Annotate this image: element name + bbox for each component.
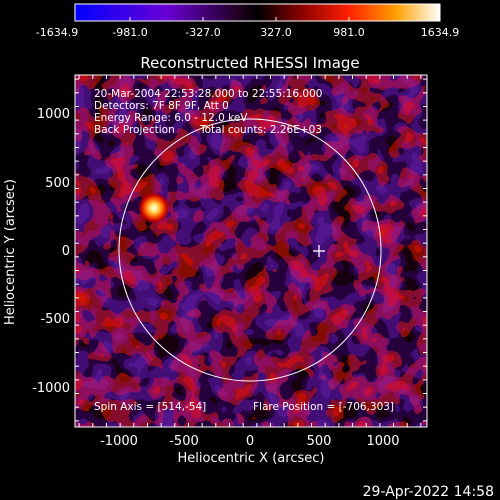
colorbar-tick-label: 981.0: [333, 26, 365, 39]
y-tick-label: 0: [62, 244, 70, 259]
colorbar-tick-label: 327.0: [260, 26, 292, 39]
spin-axis-label: Spin Axis = [514,-54]: [94, 401, 206, 413]
info-block: 20-Mar-2004 22:53:28.000 to 22:55:16.000…: [94, 88, 322, 136]
x-tick-label: -500: [169, 434, 199, 449]
x-tick-label: 0: [246, 434, 254, 449]
info-energy-range: Energy Range: 6.0 - 12.0 keV: [94, 112, 248, 124]
info-detectors: Detectors: 7F 8F 9F, Att 0: [94, 100, 229, 112]
plot-frame: [74, 74, 428, 428]
info-method: Back Projection: [94, 124, 175, 136]
x-tick-label: 500: [307, 434, 332, 449]
image-mottle-pattern: [75, 75, 427, 427]
colorbar-tick-label: -981.0: [112, 26, 147, 39]
spin-axis-cross: [313, 245, 325, 257]
y-tick-label: -1000: [32, 381, 70, 396]
rhessi-image: [75, 75, 427, 427]
colorbar-tick-label: -327.0: [185, 26, 220, 39]
colorbar: -1634.9 -981.0 -327.0 327.0 981.0 1634.9: [36, 3, 460, 39]
y-axis: 1000 500 0 -500 -1000 Heliocentric Y (ar…: [3, 107, 70, 396]
x-axis-title: Heliocentric X (arcsec): [178, 451, 325, 466]
y-tick-label: -500: [40, 312, 70, 327]
flare-position-label: Flare Position = [-706,303]: [253, 401, 394, 413]
y-tick-label: 500: [45, 176, 70, 191]
colorbar-tick-label: -1634.9: [36, 26, 78, 39]
axis-ticks: [75, 75, 427, 427]
colorbar-tick-label: 1634.9: [421, 26, 460, 39]
x-tick-label: -1000: [100, 434, 138, 449]
y-tick-label: 1000: [37, 107, 70, 122]
timestamp: 29-Apr-2022 14:58: [363, 484, 494, 500]
flare-source: [138, 192, 170, 224]
solar-limb: [118, 118, 382, 382]
x-axis: -1000 -500 0 500 1000 Heliocentric X (ar…: [100, 434, 399, 466]
info-total-counts: Total counts: 2.26E+03: [199, 124, 322, 136]
y-axis-title: Heliocentric Y (arcsec): [3, 179, 18, 325]
colorbar-ticks: [129, 17, 350, 21]
plot-title: Reconstructed RHESSI Image: [140, 54, 359, 72]
x-tick-label: 1000: [366, 434, 399, 449]
info-time-range: 20-Mar-2004 22:53:28.000 to 22:55:16.000: [94, 88, 322, 100]
colorbar-gradient: [74, 3, 441, 22]
